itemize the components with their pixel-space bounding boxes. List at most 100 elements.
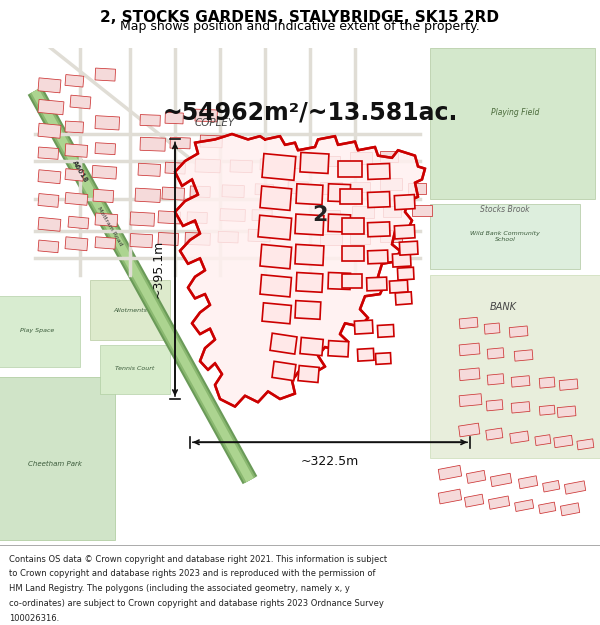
- Bar: [488, 496, 509, 509]
- Bar: [260, 159, 278, 171]
- Bar: [328, 184, 350, 202]
- Text: Play Space: Play Space: [20, 328, 54, 333]
- Bar: [255, 184, 274, 195]
- Bar: [486, 428, 503, 440]
- Bar: [262, 154, 296, 180]
- Bar: [320, 210, 340, 221]
- Bar: [367, 277, 387, 291]
- Bar: [140, 114, 160, 126]
- Bar: [459, 394, 482, 407]
- Bar: [542, 481, 560, 492]
- Bar: [272, 361, 296, 381]
- Bar: [65, 121, 83, 133]
- Bar: [165, 112, 184, 124]
- Bar: [458, 423, 480, 437]
- Bar: [342, 246, 364, 261]
- Bar: [535, 434, 551, 446]
- Text: Stocks Brook: Stocks Brook: [480, 205, 530, 214]
- Bar: [187, 212, 208, 224]
- Bar: [38, 194, 59, 208]
- Bar: [38, 99, 64, 115]
- Bar: [158, 232, 179, 246]
- Bar: [190, 186, 211, 198]
- Bar: [557, 406, 576, 418]
- Bar: [342, 274, 362, 288]
- Bar: [296, 184, 323, 205]
- Bar: [559, 379, 578, 391]
- Bar: [350, 182, 370, 192]
- Bar: [295, 244, 324, 266]
- Bar: [539, 405, 555, 415]
- Bar: [484, 323, 500, 334]
- Bar: [389, 280, 408, 293]
- Bar: [400, 241, 418, 255]
- FancyBboxPatch shape: [430, 48, 595, 199]
- Text: Mottram Road: Mottram Road: [97, 206, 124, 246]
- Bar: [262, 302, 292, 324]
- Bar: [260, 244, 292, 269]
- Bar: [260, 275, 292, 297]
- Bar: [185, 232, 211, 245]
- Bar: [376, 352, 391, 364]
- Text: BANK: BANK: [490, 302, 517, 312]
- Bar: [380, 151, 398, 162]
- Bar: [394, 225, 415, 239]
- FancyBboxPatch shape: [0, 296, 80, 366]
- Bar: [95, 116, 119, 130]
- Bar: [295, 301, 321, 319]
- Bar: [320, 234, 342, 246]
- Bar: [554, 436, 573, 447]
- Text: 2: 2: [313, 205, 328, 225]
- Bar: [130, 234, 152, 248]
- Bar: [70, 95, 91, 109]
- Bar: [560, 503, 580, 516]
- Bar: [397, 268, 414, 280]
- FancyBboxPatch shape: [0, 378, 115, 539]
- FancyBboxPatch shape: [100, 345, 170, 394]
- Bar: [487, 374, 504, 385]
- Bar: [38, 78, 61, 93]
- Text: Playing Field: Playing Field: [491, 108, 539, 117]
- Bar: [200, 135, 223, 148]
- Text: Map shows position and indicative extent of the property.: Map shows position and indicative extent…: [120, 20, 480, 33]
- Bar: [368, 164, 390, 179]
- Bar: [518, 476, 538, 489]
- Bar: [412, 206, 432, 216]
- Bar: [300, 338, 323, 356]
- Bar: [515, 499, 534, 511]
- Bar: [270, 333, 297, 354]
- Text: 100026316.: 100026316.: [9, 614, 59, 622]
- Text: ~322.5m: ~322.5m: [301, 455, 359, 468]
- Bar: [368, 192, 390, 208]
- Bar: [358, 348, 374, 361]
- Bar: [350, 152, 372, 164]
- Bar: [510, 431, 529, 443]
- Bar: [380, 230, 402, 242]
- Bar: [130, 212, 155, 226]
- Bar: [328, 341, 349, 357]
- Bar: [220, 209, 245, 221]
- Bar: [222, 185, 244, 198]
- Bar: [490, 473, 512, 487]
- Text: Allotments: Allotments: [113, 308, 147, 312]
- FancyBboxPatch shape: [90, 280, 170, 339]
- Bar: [320, 156, 340, 166]
- Bar: [258, 215, 292, 240]
- Bar: [577, 439, 594, 450]
- Bar: [486, 399, 503, 411]
- Bar: [338, 161, 362, 177]
- Bar: [565, 481, 586, 494]
- Bar: [140, 138, 166, 151]
- Bar: [170, 138, 190, 149]
- Bar: [459, 368, 480, 381]
- Bar: [466, 471, 486, 483]
- Bar: [511, 376, 530, 387]
- Bar: [383, 206, 401, 217]
- Polygon shape: [175, 134, 425, 407]
- Bar: [65, 169, 84, 181]
- Bar: [38, 147, 59, 159]
- Text: to Crown copyright and database rights 2023 and is reproduced with the permissio: to Crown copyright and database rights 2…: [9, 569, 376, 578]
- Bar: [95, 213, 118, 226]
- Bar: [260, 186, 292, 211]
- Bar: [438, 466, 461, 480]
